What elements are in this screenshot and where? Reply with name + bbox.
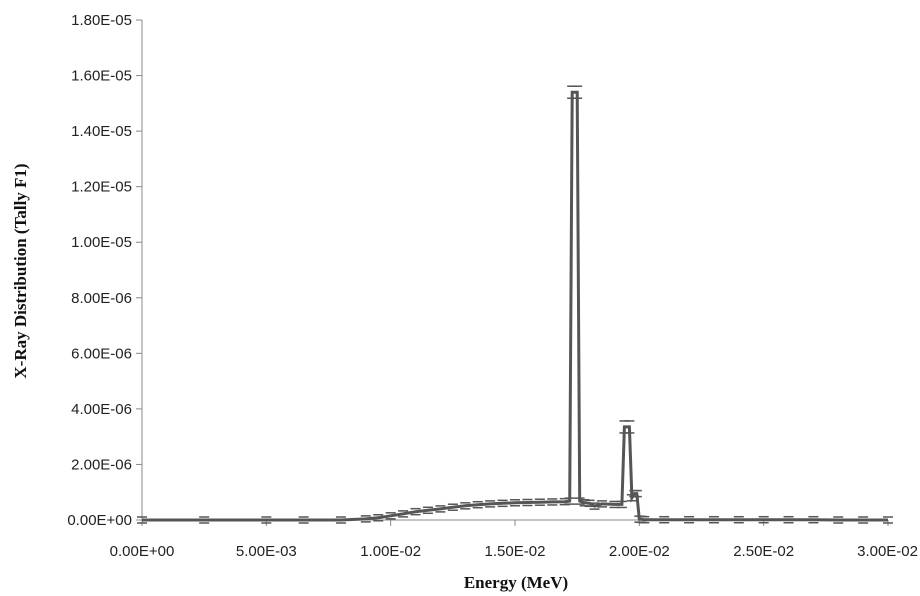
- x-tick-label: 1.50E-02: [485, 543, 546, 560]
- data-point: [624, 420, 635, 434]
- x-tick-label: 3.00E-02: [857, 543, 918, 560]
- data-point: [485, 500, 496, 508]
- data-point: [858, 516, 869, 524]
- y-tick-label: 8.00E-06: [71, 290, 132, 307]
- data-point: [639, 515, 650, 524]
- data-point: [631, 489, 642, 498]
- data-point: [298, 516, 309, 524]
- data-point: [398, 510, 409, 518]
- data-point: [410, 507, 421, 516]
- data-point: [733, 515, 744, 524]
- x-axis-title: Energy (MeV): [464, 573, 568, 592]
- y-tick-label: 1.80E-05: [71, 12, 132, 29]
- data-point: [883, 516, 893, 524]
- x-axis-ticks: 0.00E+00 5.00E-03 1.00E-02 1.50E-02 2.00E-02…: [110, 520, 918, 560]
- y-axis-ticks: 0.00E+00 2.00E-06 4.00E-06 6.00E-06 8.00E-06…: [67, 12, 142, 529]
- data-point: [564, 497, 575, 505]
- data-point: [589, 502, 600, 510]
- data-point: [534, 498, 545, 506]
- data-point: [783, 515, 794, 524]
- data-point: [199, 516, 210, 524]
- data-point: [547, 498, 558, 506]
- y-tick-label: 1.60E-05: [71, 68, 132, 85]
- data-point: [522, 498, 533, 507]
- data-point: [758, 515, 769, 524]
- y-tick-label: 1.00E-05: [71, 234, 132, 251]
- data-point: [360, 515, 371, 523]
- data-point: [335, 516, 346, 524]
- plot-area: [137, 85, 893, 524]
- data-point: [572, 85, 583, 99]
- data-point: [261, 516, 272, 524]
- data-point: [435, 505, 446, 513]
- data-point: [584, 499, 595, 508]
- y-tick-label: 2.00E-06: [71, 456, 132, 473]
- data-point: [684, 515, 695, 524]
- y-tick-label: 0.00E+00: [67, 512, 132, 529]
- data-point: [808, 515, 819, 524]
- data-point: [597, 500, 608, 508]
- data-point: [497, 499, 508, 508]
- data-point: [510, 499, 520, 507]
- y-axis-title: X-Ray Distribution (Tally F1): [11, 163, 30, 378]
- x-tick-label: 1.00E-02: [360, 543, 421, 560]
- data-point: [385, 512, 396, 520]
- data-point: [833, 516, 844, 524]
- x-tick-label: 0.00E+00: [110, 543, 175, 560]
- data-point: [659, 515, 670, 524]
- data-point: [616, 500, 627, 509]
- y-tick-label: 1.20E-05: [71, 179, 132, 196]
- data-point: [447, 503, 458, 511]
- y-tick-label: 6.00E-06: [71, 345, 132, 362]
- data-point: [422, 506, 433, 515]
- y-tick-label: 1.40E-05: [71, 123, 132, 140]
- x-tick-label: 5.00E-03: [236, 543, 297, 560]
- series-line-0: [142, 90, 888, 522]
- x-tick-label: 2.00E-02: [609, 543, 670, 560]
- y-tick-label: 4.00E-06: [71, 401, 132, 418]
- data-point: [626, 494, 637, 502]
- data-point: [373, 514, 384, 522]
- x-tick-label: 2.50E-02: [733, 543, 794, 560]
- data-point: [574, 497, 585, 505]
- data-point: [472, 500, 483, 509]
- data-point: [708, 515, 719, 524]
- data-point: [137, 516, 147, 524]
- data-point: [460, 502, 471, 510]
